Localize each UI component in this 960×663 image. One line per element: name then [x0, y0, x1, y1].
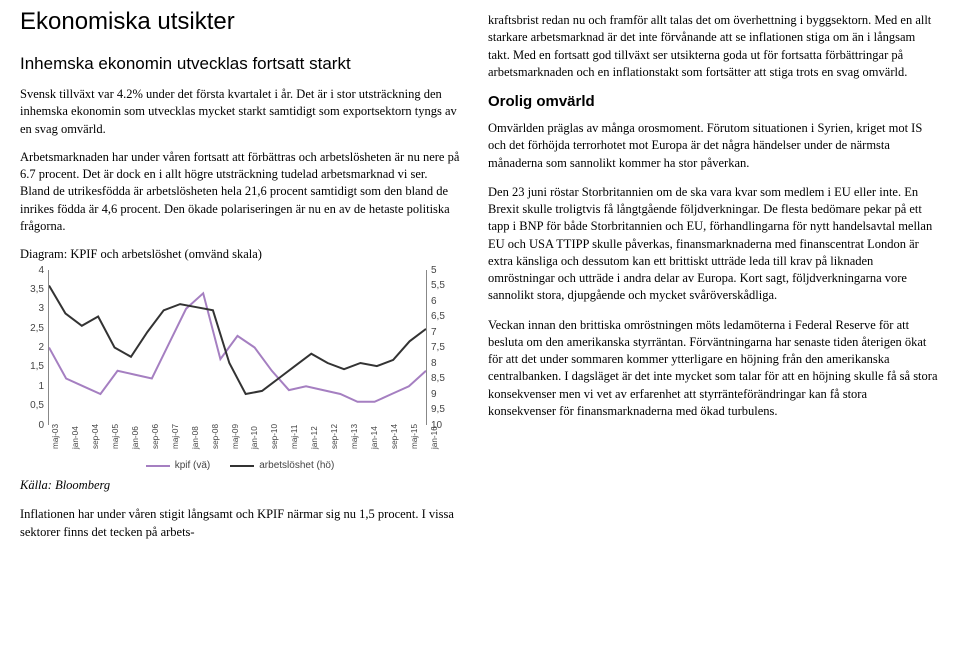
legend-item: kpif (vä)	[146, 460, 211, 471]
x-tick: jan-12	[310, 426, 319, 449]
right-column: kraftsbrist redan nu och framför allt ta…	[488, 8, 938, 655]
page-title: Ekonomiska utsikter	[20, 8, 460, 36]
left-column: Ekonomiska utsikter Inhemska ekonomin ut…	[20, 8, 460, 655]
y-right-tick: 5	[431, 265, 455, 276]
x-tick: maj-05	[111, 423, 120, 448]
x-tick: maj-09	[231, 423, 240, 448]
y-right-tick: 6,5	[431, 311, 455, 322]
y-right-tick: 9	[431, 389, 455, 400]
y-left-tick: 1,5	[20, 361, 44, 372]
chart-title: Diagram: KPIF och arbetslöshet (omvänd s…	[20, 246, 460, 264]
x-tick: maj-03	[51, 423, 60, 448]
x-tick: sep-12	[330, 423, 339, 448]
x-tick: maj-13	[350, 423, 359, 448]
x-tick: sep-10	[270, 423, 279, 448]
paragraph: Svensk tillväxt var 4.2% under det först…	[20, 86, 460, 138]
y-right-tick: 8	[431, 358, 455, 369]
y-left-tick: 4	[20, 265, 44, 276]
y-right-tick: 8,5	[431, 373, 455, 384]
chart-source: Källa: Bloomberg	[20, 477, 460, 494]
x-tick: jan-06	[131, 426, 140, 449]
paragraph: Arbetsmarknaden har under våren fortsatt…	[20, 149, 460, 235]
paragraph: Veckan innan den brittiska omröstningen …	[488, 317, 938, 421]
y-left-tick: 0,5	[20, 400, 44, 411]
legend-item: arbetslöshet (hö)	[230, 460, 334, 471]
y-right-tick: 6	[431, 296, 455, 307]
paragraph: kraftsbrist redan nu och framför allt ta…	[488, 12, 938, 81]
x-tick: jan-08	[191, 426, 200, 449]
y-right-tick: 5,5	[431, 280, 455, 291]
x-tick: jan-04	[71, 426, 80, 449]
paragraph: Den 23 juni röstar Storbritannien om de …	[488, 184, 938, 305]
y-right-tick: 10	[431, 420, 455, 431]
y-left-tick: 3	[20, 303, 44, 314]
y-left-tick: 0	[20, 420, 44, 431]
x-tick: maj-15	[410, 423, 419, 448]
y-right-tick: 7,5	[431, 342, 455, 353]
paragraph: Omvärlden präglas av många orosmoment. F…	[488, 120, 938, 172]
y-left-tick: 2,5	[20, 323, 44, 334]
y-right-tick: 9,5	[431, 404, 455, 415]
chart-series-line	[49, 293, 426, 402]
x-tick: sep-06	[151, 423, 160, 448]
legend-swatch	[146, 465, 170, 467]
paragraph: Inflationen har under våren stigit långs…	[20, 506, 460, 541]
x-tick: maj-11	[290, 424, 299, 448]
x-tick: maj-07	[171, 423, 180, 448]
x-tick: sep-04	[91, 423, 100, 448]
x-tick: sep-08	[211, 423, 220, 448]
y-left-tick: 2	[20, 342, 44, 353]
chart-series-line	[49, 285, 426, 394]
x-tick: jan-10	[250, 426, 259, 449]
legend-label: kpif (vä)	[175, 460, 211, 471]
y-right-tick: 7	[431, 327, 455, 338]
y-left-tick: 3,5	[20, 284, 44, 295]
kpif-unemployment-chart: maj-03 jan-04 sep-04 maj-05 jan-06 sep-06 maj-…	[20, 266, 455, 461]
section-heading: Orolig omvärld	[488, 93, 938, 110]
legend-swatch	[230, 465, 254, 467]
legend-label: arbetslöshet (hö)	[259, 460, 334, 471]
x-tick: jan-14	[370, 426, 379, 449]
section-subtitle: Inhemska ekonomin utvecklas fortsatt sta…	[20, 54, 460, 74]
x-tick: sep-14	[390, 423, 399, 448]
y-left-tick: 1	[20, 381, 44, 392]
